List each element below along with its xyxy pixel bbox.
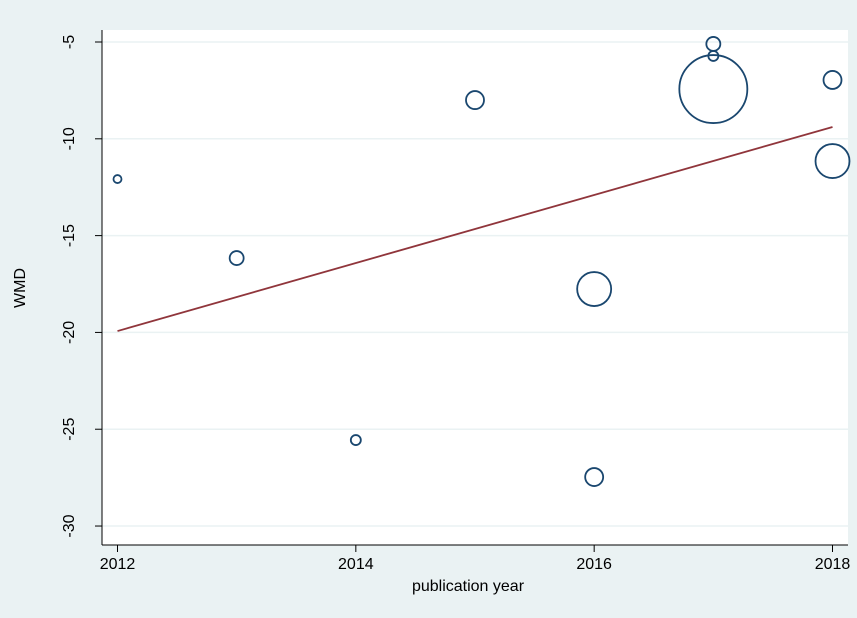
bubble <box>822 70 843 90</box>
x-axis-label: publication year <box>412 578 525 595</box>
y-tick-label: -10 <box>61 127 78 150</box>
bubble <box>576 271 613 307</box>
plot-area <box>102 30 848 545</box>
x-tick-label: 2012 <box>100 556 136 573</box>
y-tick-label: -20 <box>61 321 78 344</box>
y-tick-label: -25 <box>61 418 78 441</box>
y-tick-label: -15 <box>61 224 78 247</box>
y-tick-label: -5 <box>61 35 78 49</box>
fit-line <box>117 126 833 332</box>
bubble <box>349 434 362 446</box>
y-tick-label: -30 <box>61 514 78 537</box>
bubble <box>112 174 123 184</box>
x-tick-label: 2016 <box>576 556 612 573</box>
y-axis-label: WMD <box>12 268 29 308</box>
x-tick-label: 2018 <box>815 556 851 573</box>
x-tick-label: 2014 <box>338 556 374 573</box>
bubble <box>228 250 245 266</box>
bubble <box>465 90 485 110</box>
bubble <box>814 143 851 179</box>
bubble <box>678 54 749 124</box>
bubble <box>584 467 605 487</box>
